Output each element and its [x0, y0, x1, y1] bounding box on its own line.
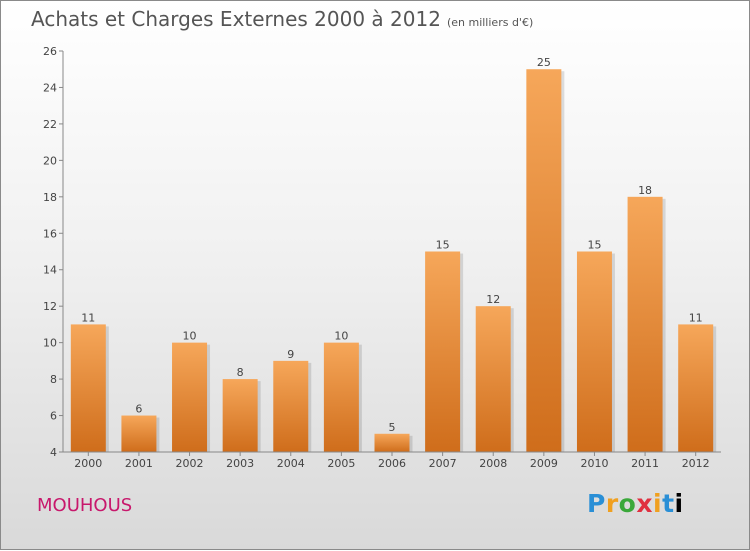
bar [70, 324, 106, 452]
bar [323, 342, 359, 452]
y-tick-label: 26 [43, 45, 57, 58]
bar [627, 196, 663, 452]
chart-title-text: Achats et Charges Externes 2000 à 2012 [31, 7, 441, 31]
bar [576, 251, 612, 452]
bar-value-label: 15 [436, 239, 450, 252]
y-tick-label: 10 [43, 337, 57, 350]
x-tick-label: 2007 [429, 457, 457, 470]
bar-value-label: 11 [689, 311, 703, 324]
chart-subtitle: (en milliers d'€) [446, 16, 534, 29]
bar [121, 415, 157, 452]
x-tick-label: 2011 [631, 457, 659, 470]
bar [526, 69, 562, 453]
y-tick-label: 4 [50, 446, 57, 459]
y-tick-label: 12 [43, 300, 57, 313]
x-tick-label: 2006 [378, 457, 406, 470]
x-tick-label: 2008 [479, 457, 507, 470]
x-tick-label: 2009 [530, 457, 558, 470]
bar [172, 342, 208, 452]
y-tick-label: 18 [43, 191, 57, 204]
x-tick-label: 2005 [327, 457, 355, 470]
bar-value-label: 9 [287, 348, 294, 361]
x-tick-label: 2010 [580, 457, 608, 470]
bar [425, 251, 461, 452]
y-tick-label: 16 [43, 227, 57, 240]
bar-value-label: 8 [237, 366, 244, 379]
y-tick-label: 20 [43, 154, 57, 167]
y-axis: 4 6 8 10 12 14 16 18 20 22 24 26 [43, 45, 64, 459]
place-name: MOUHOUS [37, 495, 133, 516]
bar [222, 379, 258, 452]
bar-value-label: 5 [389, 421, 396, 434]
y-tick-label: 6 [50, 410, 57, 423]
x-tick-label: 2001 [125, 457, 153, 470]
bar-value-label: 6 [135, 403, 142, 416]
bar-value-label: 15 [587, 239, 601, 252]
bar-value-label: 11 [81, 311, 95, 324]
x-tick-label: 2002 [176, 457, 204, 470]
x-axis: 2000 2001 2002 2003 2004 2005 2006 2007 2008 2009… [63, 451, 721, 470]
bar-value-label: 12 [486, 293, 500, 306]
x-tick-label: 2012 [682, 457, 710, 470]
bar-value-label: 18 [638, 184, 652, 197]
bar [678, 324, 714, 452]
bar [374, 433, 410, 452]
x-tick-label: 2000 [74, 457, 102, 470]
bar [273, 360, 309, 452]
bar-value-label: 10 [334, 330, 348, 343]
y-tick-label: 24 [43, 81, 57, 94]
x-tick-label: 2003 [226, 457, 254, 470]
bar-value-label: 10 [183, 330, 197, 343]
bar-value-label: 25 [537, 56, 551, 69]
chart-title: Achats et Charges Externes 2000 à 2012 (e… [31, 7, 533, 31]
y-tick-label: 22 [43, 118, 57, 131]
bars-group: 11 6 10 8 9 10 5 15 12 25 15 18 11 [70, 56, 717, 453]
bar [475, 306, 511, 452]
proxiti-logo[interactable]: Proxiti [587, 489, 684, 518]
y-tick-label: 8 [50, 373, 57, 386]
x-tick-label: 2004 [277, 457, 305, 470]
y-tick-label: 14 [43, 264, 57, 277]
